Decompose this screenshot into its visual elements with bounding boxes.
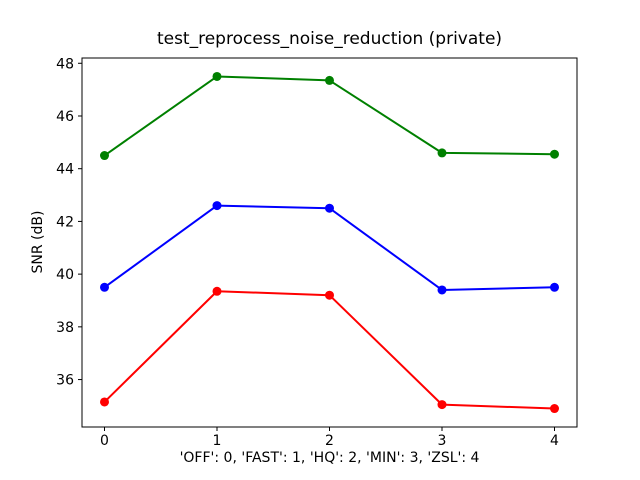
green-series-marker (325, 75, 334, 85)
blue-series-marker (550, 282, 559, 292)
red-series-marker (100, 397, 109, 407)
blue-series-marker (437, 285, 447, 295)
red-series-marker (437, 400, 447, 410)
y-axis-label: SNR (dB) (30, 210, 46, 274)
x-tick-label: 0 (100, 433, 109, 449)
green-series-marker (550, 149, 559, 159)
blue-series-marker (325, 203, 334, 213)
red-series-marker (325, 290, 334, 300)
y-tick-label: 40 (56, 267, 74, 283)
blue-series-marker (100, 282, 109, 292)
x-axis-label: 'OFF': 0, 'FAST': 1, 'HQ': 2, 'MIN': 3, … (179, 450, 480, 466)
x-tick-label: 4 (550, 433, 559, 449)
y-tick-label: 46 (56, 109, 74, 125)
red-series-marker (550, 404, 559, 414)
blue-series-line (103, 204, 556, 291)
axes-box (81, 57, 578, 428)
y-tick-label: 42 (56, 214, 74, 230)
y-tick-label: 36 (56, 373, 74, 389)
x-tick-label: 1 (213, 433, 222, 449)
green-series-marker (437, 148, 447, 158)
green-series-marker (212, 71, 222, 81)
chart-title: test_reprocess_noise_reduction (private) (156, 29, 503, 49)
y-tick-label: 44 (56, 162, 74, 178)
red-series-marker (212, 286, 222, 296)
y-tick-label: 48 (56, 56, 74, 72)
red-series-line (103, 290, 556, 410)
x-tick-label: 2 (325, 433, 334, 449)
x-tick-label: 3 (438, 433, 447, 449)
green-series-line (103, 75, 556, 157)
green-series-marker (100, 151, 109, 161)
y-tick-label: 38 (56, 320, 74, 336)
blue-series-marker (212, 201, 222, 211)
